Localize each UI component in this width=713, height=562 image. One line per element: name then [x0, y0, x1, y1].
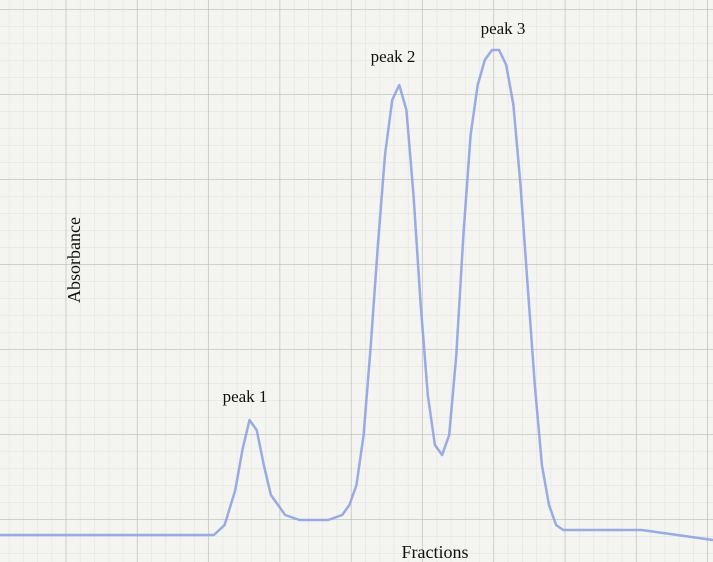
annotation: peak 1: [223, 387, 268, 406]
trace: [0, 48, 713, 542]
plot: [0, 48, 713, 542]
annotation: peak 2: [371, 47, 416, 66]
x-axis-label: Fractions: [402, 542, 469, 562]
y-axis-label: Absorbance: [64, 217, 84, 303]
annotation: peak 3: [481, 19, 526, 38]
